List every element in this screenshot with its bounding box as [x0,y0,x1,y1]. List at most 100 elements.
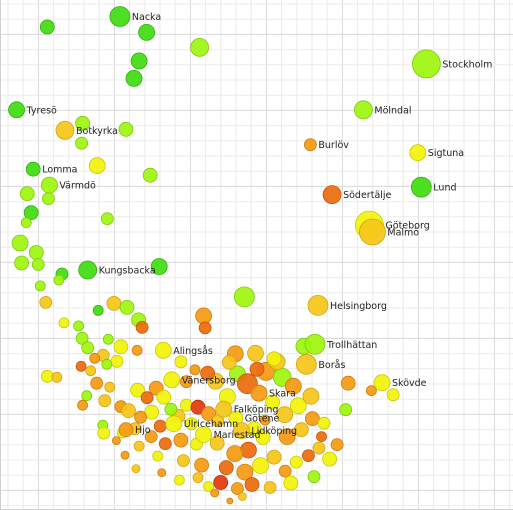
data-point[interactable] [75,115,90,131]
data-point[interactable] [39,19,55,35]
data-point[interactable] [89,352,101,364]
data-point-malmo[interactable] [358,218,386,246]
data-point[interactable] [112,436,121,446]
data-point[interactable] [77,399,88,411]
data-point[interactable] [244,477,260,492]
data-point[interactable] [11,234,29,252]
data-point[interactable] [119,299,135,315]
data-point[interactable] [81,341,95,355]
data-point[interactable] [322,451,338,467]
data-point-lund[interactable] [410,176,432,198]
data-point[interactable] [130,382,146,398]
data-point-trollhattan[interactable] [304,333,326,355]
data-point[interactable] [150,258,168,275]
data-point-sigtuna[interactable] [409,144,427,162]
data-point[interactable] [365,385,377,397]
data-point[interactable] [236,463,254,481]
data-point[interactable] [266,449,282,465]
data-point[interactable] [252,457,269,475]
data-point-molndal[interactable] [353,100,373,120]
data-point-kungsbacka[interactable] [78,260,98,280]
data-point-skovde[interactable] [373,374,391,392]
data-point-falkoping[interactable] [215,400,233,418]
data-point[interactable] [255,430,271,446]
data-point[interactable] [135,320,149,334]
data-point[interactable] [106,295,122,311]
data-point[interactable] [195,307,213,325]
data-point[interactable] [194,457,210,473]
data-point[interactable] [19,186,35,202]
data-point[interactable] [73,320,84,332]
data-point[interactable] [133,440,145,452]
data-point[interactable] [259,414,271,426]
data-point[interactable] [330,438,344,452]
data-point[interactable] [42,192,55,206]
data-point[interactable] [265,394,281,410]
data-point[interactable] [266,351,282,367]
data-point[interactable] [28,245,44,260]
data-point[interactable] [174,355,188,369]
data-point[interactable] [230,482,244,495]
data-point[interactable] [176,454,190,468]
data-point[interactable] [81,390,93,402]
data-point[interactable] [51,371,63,383]
data-point[interactable] [190,399,206,415]
data-point[interactable] [218,460,234,476]
data-point[interactable] [125,70,143,87]
data-point[interactable] [210,488,220,498]
data-point[interactable] [75,360,87,372]
data-point[interactable] [198,321,212,335]
data-point[interactable] [201,406,217,422]
data-point[interactable] [31,258,45,271]
data-point[interactable] [144,404,160,420]
data-point[interactable] [302,387,320,405]
data-point[interactable] [58,317,70,329]
data-point[interactable] [316,431,327,443]
data-point-stockholm[interactable] [411,49,441,79]
data-point-sodertalje[interactable] [322,185,342,205]
data-point[interactable] [213,475,229,490]
data-point[interactable] [39,295,53,309]
data-point[interactable] [110,354,124,368]
data-point[interactable] [113,339,129,355]
data-point[interactable] [75,331,89,345]
data-point[interactable] [131,464,141,474]
data-point[interactable] [156,389,172,405]
data-point[interactable] [85,365,97,377]
data-point[interactable] [75,136,88,150]
data-point[interactable] [185,417,198,431]
data-point-lomma[interactable] [25,161,41,177]
data-point-tyreso[interactable] [8,101,26,119]
data-point[interactable] [158,437,172,451]
data-point[interactable] [293,422,309,438]
data-point[interactable] [278,464,292,478]
data-point[interactable] [226,497,234,505]
data-point[interactable] [249,361,265,377]
data-point-varmdo[interactable] [41,176,58,194]
data-point[interactable] [164,402,178,416]
data-point[interactable] [304,411,320,427]
data-point[interactable] [200,365,216,381]
data-point[interactable] [120,450,130,460]
data-point[interactable] [153,419,167,433]
data-point[interactable] [263,481,277,494]
data-point-vanersborg[interactable] [163,371,181,389]
data-point-lidkoping[interactable] [232,422,250,440]
data-point[interactable] [173,474,185,486]
data-point-skara[interactable] [250,384,268,402]
data-point[interactable] [247,344,264,362]
data-point[interactable] [34,280,46,292]
data-point-nacka[interactable] [109,6,131,27]
data-point[interactable] [189,364,201,376]
data-point[interactable] [278,428,296,446]
data-point[interactable] [179,375,193,389]
data-point[interactable] [289,397,307,415]
data-point[interactable] [118,121,134,137]
data-point[interactable] [101,358,113,370]
data-point[interactable] [23,205,39,221]
data-point[interactable] [152,450,164,462]
data-point-ulricehamn[interactable] [165,415,183,433]
data-point[interactable] [97,426,111,440]
data-point[interactable] [203,481,215,492]
data-point[interactable] [284,377,302,395]
